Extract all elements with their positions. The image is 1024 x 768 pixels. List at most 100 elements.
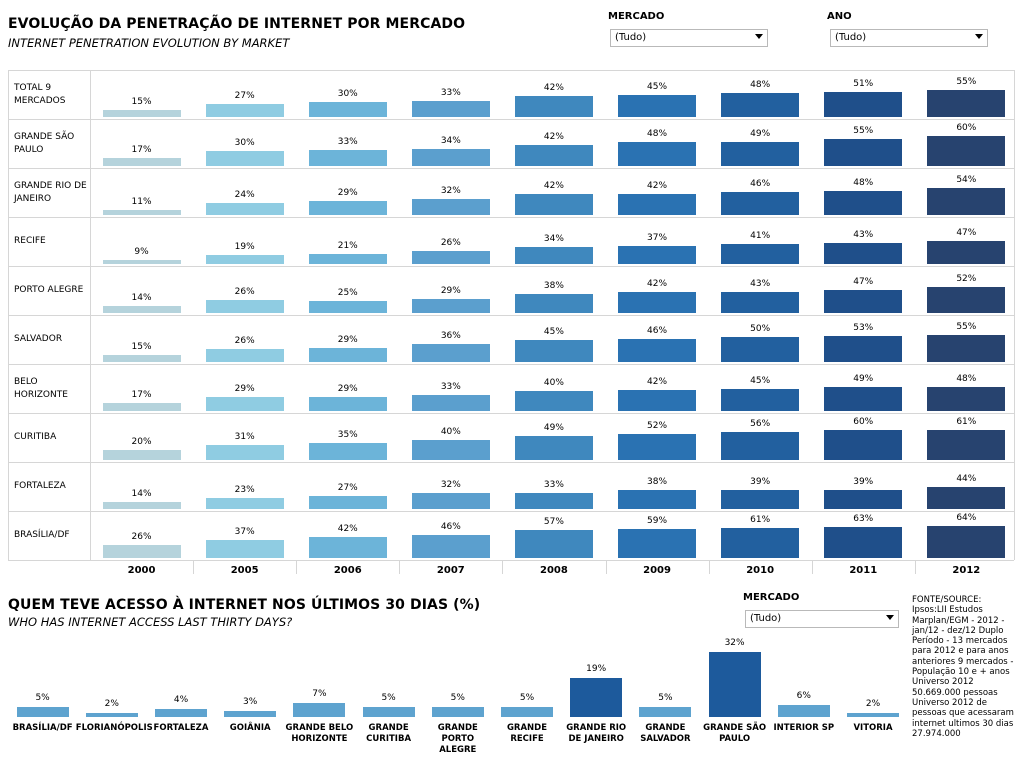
bar [927, 334, 1006, 362]
bar-value-label: 29% [337, 383, 358, 394]
bar [411, 394, 490, 411]
category-label: GRANDE SALVADOR [629, 723, 701, 745]
market-label-line: RECIFE [14, 236, 46, 246]
bar [102, 109, 181, 117]
bar-value-label: 55% [956, 321, 977, 332]
bar-value-label: 63% [853, 513, 874, 524]
bar [824, 242, 903, 264]
bar [618, 292, 697, 313]
bar-value-label: 17% [131, 389, 152, 400]
bar [824, 526, 903, 558]
bar-value-label: 29% [234, 383, 255, 394]
market-label: GRANDE SÃO PAULO [14, 131, 92, 157]
row-divider [8, 413, 1014, 414]
bar [205, 103, 284, 117]
market-label-line: BRASÍLIA/DF [14, 530, 70, 540]
category-label-line: ALEGRE [439, 745, 477, 755]
bar-value-label: 34% [543, 234, 564, 244]
access-chart: 5% BRASÍLIA/DF 2% FLORIANÓPOLIS 4% FORTALEZA 3… [0, 600, 910, 768]
bar [308, 347, 387, 362]
market-label-line: JANEIRO [14, 194, 52, 204]
mercado-dropdown[interactable]: (Tudo) [610, 29, 768, 47]
bar-value-label: 48% [853, 178, 874, 188]
bar [205, 254, 284, 264]
bar-value-label: 47% [853, 276, 874, 287]
bar [293, 702, 346, 717]
bar-value-label: 32% [440, 186, 461, 196]
ano-dropdown-value: (Tudo) [835, 32, 867, 43]
chart-top-border [8, 70, 1014, 71]
bar-value-label: 61% [956, 416, 977, 427]
bar [308, 102, 387, 117]
chart-left-border [8, 70, 9, 560]
bar-value-label: 46% [440, 522, 461, 532]
category-label-line: FLORIANÓPOLIS [75, 723, 153, 733]
bar [927, 287, 1006, 313]
bar-value-label: 27% [234, 90, 255, 101]
bar-value-label: 39% [853, 476, 874, 487]
bar-value-label: 3% [243, 696, 258, 707]
column-divider [193, 560, 195, 574]
bar [618, 339, 697, 362]
market-label: BELO HORIZONTE [14, 376, 92, 402]
bar [721, 243, 800, 264]
bar-value-label: 17% [131, 144, 152, 155]
chevron-down-icon [886, 615, 894, 620]
category-label-line: DE JANEIRO [568, 734, 624, 744]
bar-value-label: 32% [724, 638, 745, 649]
label-column-divider [90, 70, 91, 560]
year-label: 2009 [643, 565, 671, 576]
bar-value-label: 36% [440, 331, 461, 341]
bar-value-label: 23% [234, 484, 255, 495]
bar-value-label: 27% [337, 482, 358, 493]
bar-value-label: 30% [234, 138, 255, 148]
market-label-line: HORIZONTE [14, 390, 68, 400]
bar-value-label: 52% [956, 274, 977, 284]
bar [777, 704, 830, 717]
ano-filter-label: ANO [827, 11, 852, 22]
bottom-mercado-dropdown-value: (Tudo) [750, 613, 782, 624]
bar [431, 706, 484, 717]
bar-value-label: 44% [956, 474, 977, 484]
bar-value-label: 61% [750, 514, 771, 525]
bar [824, 91, 903, 117]
bar [205, 203, 284, 215]
bar-value-label: 2% [865, 698, 881, 709]
bar [205, 539, 284, 558]
year-label: 2000 [127, 565, 156, 576]
bar [708, 652, 761, 717]
bar [514, 194, 593, 215]
bar-value-label: 33% [440, 381, 461, 392]
bar-value-label: 21% [337, 240, 358, 251]
bar [721, 141, 800, 166]
bar-value-label: 49% [853, 373, 874, 384]
bar-value-label: 34% [440, 136, 461, 146]
bar-value-label: 5% [519, 692, 535, 703]
bar [155, 708, 207, 717]
category-label: BRASÍLIA/DF [7, 723, 79, 734]
bar-value-label: 33% [543, 479, 564, 490]
bar [308, 442, 387, 460]
category-label-line: HORIZONTE [291, 734, 348, 744]
column-divider [399, 560, 401, 574]
bar [411, 535, 490, 558]
bar-value-label: 38% [647, 477, 668, 487]
bar [514, 294, 593, 313]
bar-value-label: 26% [440, 238, 461, 248]
bar [205, 497, 284, 509]
bar-value-label: 26% [131, 532, 152, 542]
market-label-line: FORTALEZA [14, 481, 66, 491]
bar [927, 429, 1006, 460]
bottom-title: QUEM TEVE ACESSO À INTERNET NOS ÚLTIMOS … [8, 597, 481, 613]
bar-value-label: 48% [750, 80, 771, 90]
bottom-mercado-dropdown[interactable]: (Tudo) [745, 610, 899, 628]
bar [102, 157, 181, 166]
bar-value-label: 59% [647, 515, 668, 526]
bar [618, 194, 697, 215]
bar-value-label: 42% [337, 524, 358, 534]
ano-dropdown[interactable]: (Tudo) [830, 29, 988, 47]
bar [411, 199, 490, 215]
row-divider [8, 560, 1014, 561]
bar-value-label: 49% [750, 128, 771, 139]
market-label-line: GRANDE RIO DE [14, 181, 87, 191]
